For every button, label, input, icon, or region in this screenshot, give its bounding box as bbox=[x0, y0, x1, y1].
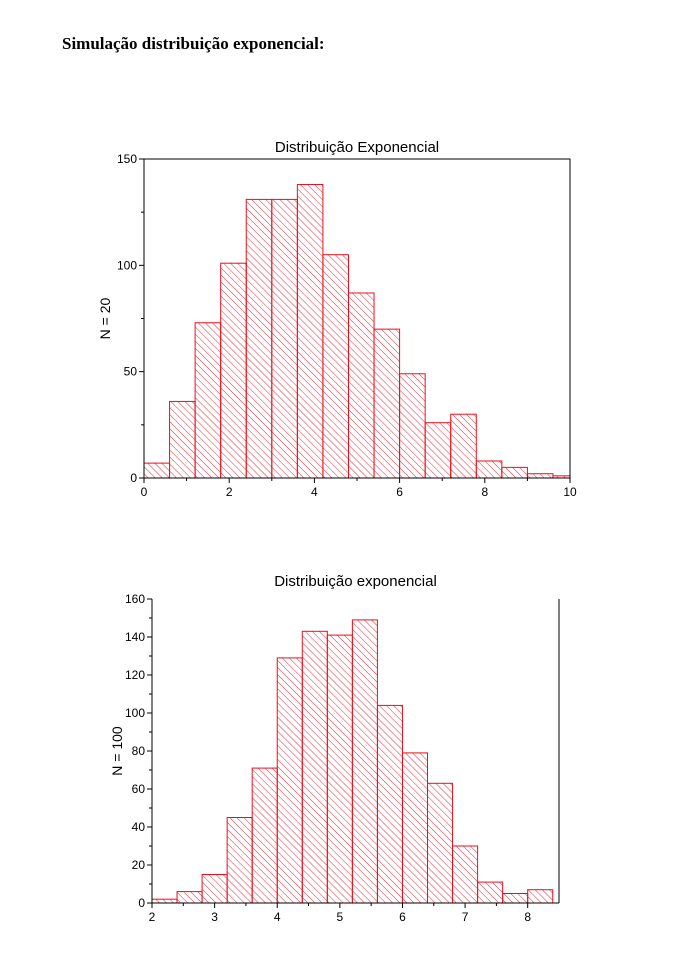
histogram-bar bbox=[399, 373, 426, 479]
histogram-bar bbox=[220, 262, 247, 479]
histogram-bar bbox=[226, 817, 253, 904]
y-axis-label: N = 100 bbox=[109, 726, 125, 776]
x-tick-label: 6 bbox=[399, 910, 406, 924]
x-tick-label: 4 bbox=[274, 910, 281, 924]
bars bbox=[143, 184, 571, 479]
histogram-bar bbox=[271, 198, 298, 479]
x-tick-label: 6 bbox=[396, 485, 403, 499]
y-tick-label: 160 bbox=[125, 592, 145, 606]
x-tick-label: 10 bbox=[563, 485, 577, 499]
histogram-bar bbox=[296, 184, 324, 479]
histogram-bar bbox=[301, 630, 328, 904]
histogram-bar bbox=[194, 322, 222, 479]
y-tick-label: 0 bbox=[138, 896, 145, 910]
y-tick-label: 100 bbox=[117, 258, 137, 272]
histogram-bar bbox=[326, 634, 353, 904]
histogram-bar bbox=[176, 891, 203, 904]
chart-title: Distribuição Exponencial bbox=[275, 139, 439, 156]
histogram-bar bbox=[424, 422, 452, 479]
page-heading: Simulação distribuição exponencial: bbox=[62, 34, 325, 53]
histogram-bar bbox=[475, 460, 503, 479]
x-tick-label: 3 bbox=[211, 910, 218, 924]
histogram-bar bbox=[401, 752, 429, 904]
histogram-bar bbox=[276, 657, 303, 904]
y-tick-label: 0 bbox=[130, 471, 137, 485]
x-tick-label: 4 bbox=[311, 485, 318, 499]
y-tick-label: 150 bbox=[117, 152, 137, 166]
histogram-bar bbox=[450, 413, 477, 479]
bars bbox=[151, 619, 554, 904]
histogram-bar bbox=[427, 782, 454, 904]
y-tick-label: 100 bbox=[125, 706, 145, 720]
histogram-bar bbox=[452, 845, 479, 904]
histogram-bar bbox=[526, 473, 554, 479]
histogram-bar bbox=[245, 198, 273, 479]
y-tick-label: 20 bbox=[132, 858, 146, 872]
y-tick-label: 120 bbox=[125, 668, 145, 682]
histogram-bar bbox=[502, 893, 529, 904]
histogram-bar bbox=[527, 889, 554, 904]
histogram-chart-n100: Distribuição exponencial N = 100 0 20 40 60 80… bbox=[109, 573, 560, 924]
y-tick-label: 50 bbox=[124, 365, 138, 379]
y-tick-label: 60 bbox=[132, 782, 146, 796]
y-axis-label: N = 20 bbox=[97, 297, 113, 339]
histogram-bar bbox=[201, 874, 228, 904]
histogram-bar bbox=[347, 292, 375, 479]
histogram-bar bbox=[322, 254, 349, 479]
y-tick-label: 140 bbox=[125, 630, 145, 644]
histogram-bar bbox=[151, 898, 178, 904]
x-tick-label: 7 bbox=[462, 910, 469, 924]
histogram-bar bbox=[351, 619, 378, 904]
histogram-bar bbox=[376, 704, 403, 904]
chart-title: Distribuição exponencial bbox=[274, 573, 437, 590]
x-tick-label: 8 bbox=[481, 485, 488, 499]
y-tick-label: 80 bbox=[132, 744, 146, 758]
x-tick-label: 0 bbox=[141, 485, 148, 499]
histogram-chart-n20: Distribuição Exponencial N = 20 0 50 100 150 0… bbox=[97, 139, 577, 499]
histogram-bar bbox=[143, 462, 171, 479]
x-tick-label: 5 bbox=[337, 910, 344, 924]
histogram-bar bbox=[501, 466, 528, 479]
histogram-bar bbox=[169, 400, 196, 479]
histogram-bar bbox=[251, 767, 278, 904]
histogram-bar bbox=[477, 881, 504, 904]
x-tick-label: 8 bbox=[524, 910, 531, 924]
x-tick-label: 2 bbox=[226, 485, 233, 499]
y-tick-label: 40 bbox=[132, 820, 146, 834]
x-tick-label: 2 bbox=[149, 910, 156, 924]
histogram-bar bbox=[373, 328, 401, 479]
